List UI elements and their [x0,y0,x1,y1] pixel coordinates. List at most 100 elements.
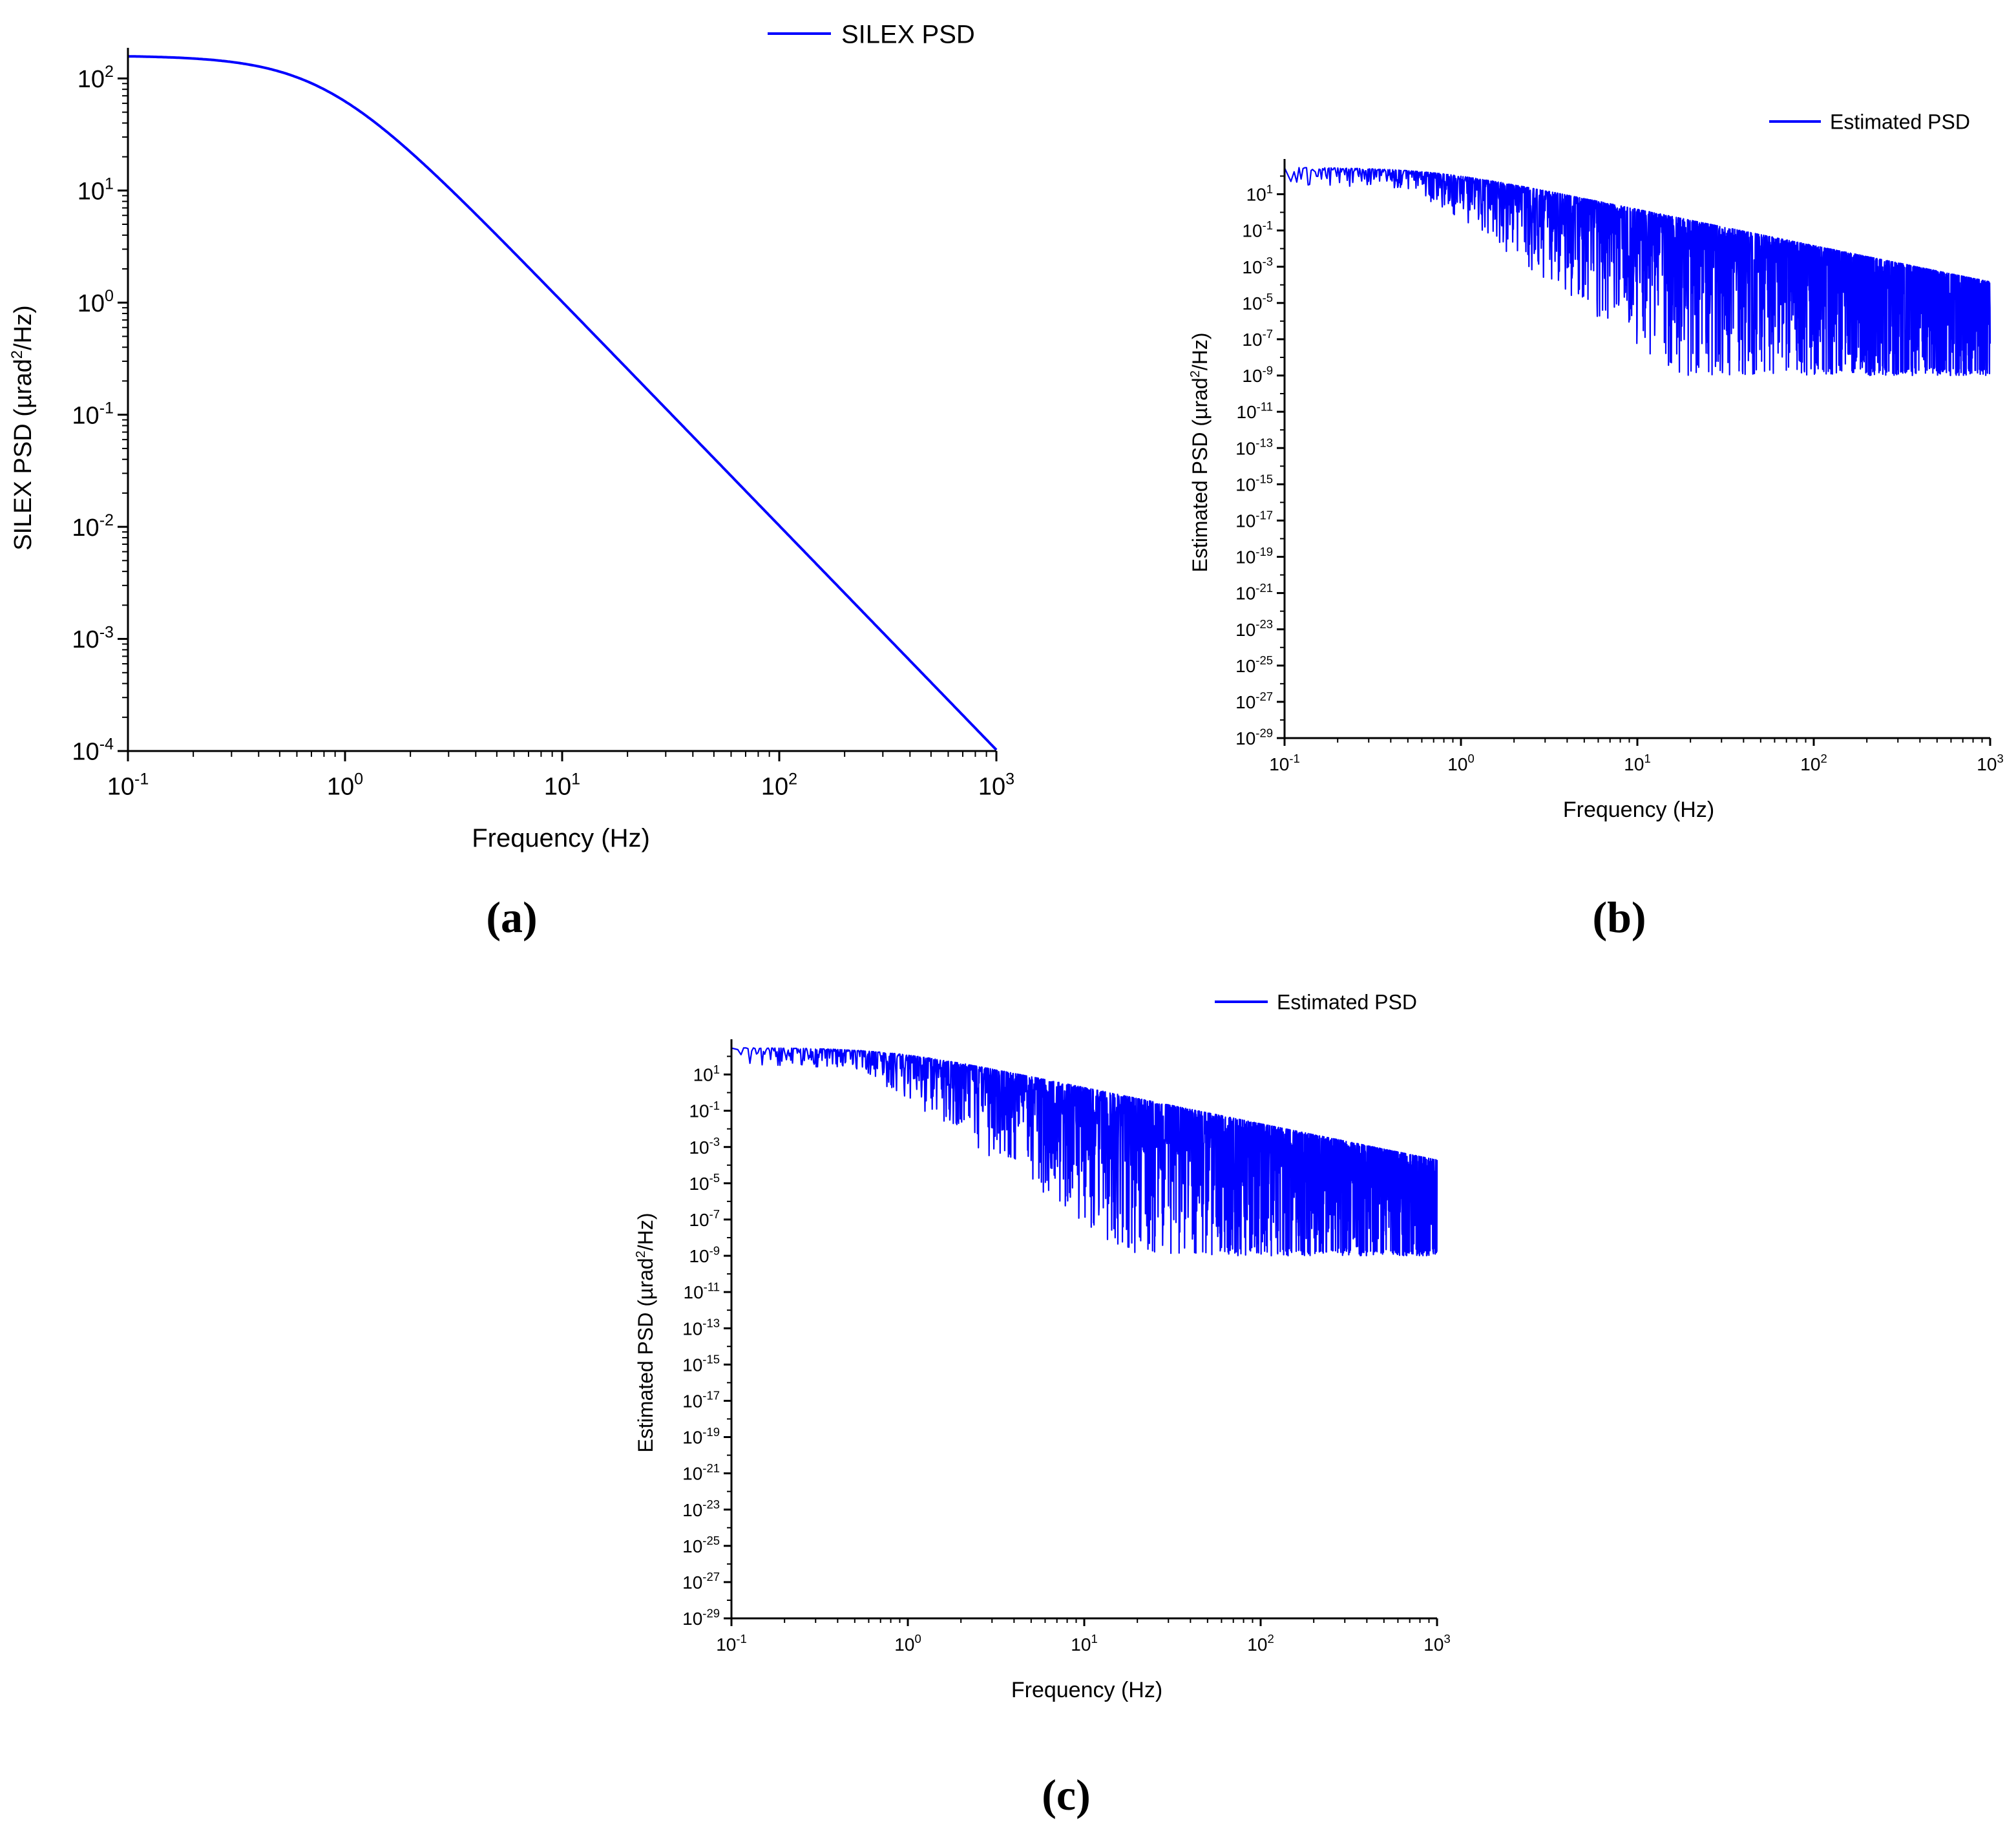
tick-label-base: 10 [682,1355,702,1375]
y-tick-label: 10-27 [1235,690,1273,712]
y-tick-label: 100 [78,287,114,317]
y-tick-label: 10-11 [1237,399,1273,422]
tick-label-base: 10 [682,1609,702,1629]
tick-label-exponent: -27 [702,1570,720,1583]
x-tick-label: 102 [761,770,797,800]
series-line-1 [1284,167,1991,377]
tick-label-base: 10 [689,1246,709,1266]
tick-label-exponent: 0 [914,1632,921,1646]
y-tick-label: 10-2 [72,511,114,542]
y-tick-label: 10-5 [1242,291,1273,313]
x-tick-label: 103 [1977,752,2003,774]
tick-label-exponent: -27 [1255,690,1273,703]
tick-label-exponent: -21 [702,1461,720,1475]
svg-text:Estimated PSD (µrad2/Hz): Estimated PSD (µrad2/Hz) [634,1213,657,1453]
legend-label: Estimated PSD [1277,991,1417,1014]
tick-label-exponent: -13 [1255,436,1273,450]
tick-label-base: 10 [1235,547,1255,567]
series-line-1 [731,1047,1438,1256]
y-axis-title-suffix: /Hz) [634,1213,657,1251]
tick-label-base: 10 [693,1065,713,1085]
y-tick-label: 10-21 [1235,581,1273,604]
y-tick-label: 10-1 [689,1099,720,1121]
tick-label-exponent: -13 [702,1317,720,1330]
y-axis-title-sup: 2 [634,1251,648,1258]
tick-label-base: 10 [978,773,1005,800]
y-axis-title-text: SILEX PSD (µrad [10,359,37,550]
tick-label-exponent: -11 [1257,399,1273,413]
tick-label-base: 10 [1447,754,1467,774]
x-tick-label: 10-1 [1269,752,1300,774]
tick-label-base: 10 [1235,620,1255,640]
x-axis-title: Frequency (Hz) [472,824,650,852]
svg-text:SILEX PSD (µrad2/Hz): SILEX PSD (µrad2/Hz) [8,305,37,550]
tick-label-base: 10 [1242,293,1262,313]
y-tick-label: 101 [693,1063,720,1085]
tick-label-base: 10 [72,626,99,653]
x-tick-label: 101 [1624,752,1650,774]
panel-caption-a: (a) [486,893,537,942]
y-tick-label: 101 [1246,182,1273,205]
x-tick-label: 102 [1247,1632,1274,1655]
tick-label-base: 10 [1235,692,1255,712]
legend-label: Estimated PSD [1830,111,1970,134]
tick-label-exponent: -7 [1263,327,1273,341]
x-tick-label: 100 [327,770,363,800]
tick-label-exponent: 3 [1444,1632,1450,1646]
tick-label-base: 10 [689,1210,709,1230]
tick-label-base: 10 [682,1500,702,1520]
tick-label-base: 10 [544,773,571,800]
y-tick-label: 10-3 [1242,255,1273,277]
tick-label-exponent: -1 [134,770,149,788]
y-tick-label: 10-17 [682,1389,720,1412]
tick-label-exponent: -15 [702,1353,720,1366]
tick-label-base: 10 [1235,474,1255,494]
tick-label-exponent: -5 [1263,291,1273,304]
tick-label-base: 10 [1235,728,1255,748]
tick-label-exponent: 2 [1267,1632,1274,1646]
tick-label-base: 10 [1977,754,1997,774]
tick-label-base: 10 [78,178,105,205]
y-tick-label: 10-17 [1235,509,1273,531]
tick-label-base: 10 [761,773,788,800]
tick-label-base: 10 [1242,330,1262,350]
tick-label-exponent: -25 [702,1534,720,1547]
tick-label-base: 10 [107,773,134,800]
tick-label-exponent: -19 [702,1425,720,1439]
tick-label-exponent: -17 [702,1389,720,1402]
tick-label-exponent: -5 [709,1171,720,1185]
y-axis-title: Estimated PSD (µrad2/Hz) [1188,333,1212,573]
tick-label-exponent: 1 [1266,182,1273,196]
tick-label-base: 10 [327,773,354,800]
tick-label-exponent: -3 [709,1135,720,1148]
tick-label-base: 10 [682,1464,702,1484]
tick-label-base: 10 [689,1138,709,1158]
y-axis-title-text: Estimated PSD (µrad [634,1258,657,1452]
tick-label-base: 10 [682,1572,702,1593]
tick-label-exponent: 0 [105,287,114,305]
y-tick-label: 10-11 [684,1280,720,1302]
tick-label-exponent: -4 [100,736,114,754]
svg-text:Estimated PSD (µrad2/Hz): Estimated PSD (µrad2/Hz) [1188,333,1212,573]
tick-label-base: 10 [1242,366,1262,386]
tick-label-exponent: 1 [1091,1632,1097,1646]
y-tick-label: 10-23 [682,1498,720,1520]
tick-label-base: 10 [682,1428,702,1448]
tick-label-exponent: -9 [709,1244,720,1257]
series-line-1 [127,55,998,751]
y-tick-label: 10-1 [72,399,114,429]
tick-label-base: 10 [72,402,99,429]
tick-label-exponent: -2 [100,511,114,529]
y-tick-label: 10-3 [689,1135,720,1158]
legend-label: SILEX PSD [841,20,975,48]
tick-label-exponent: 1 [105,175,114,193]
tick-label-exponent: 3 [1997,752,2003,765]
chart-a: SILEX PSD (µrad2/Hz) Frequency (Hz) (a) … [8,20,1014,942]
tick-label-exponent: -23 [1255,617,1273,631]
tick-label-exponent: -29 [702,1606,720,1620]
tick-label-exponent: 1 [713,1063,720,1076]
x-tick-label: 101 [1071,1632,1097,1655]
y-tick-label: 10-29 [682,1606,720,1629]
tick-label-exponent: -11 [704,1280,720,1293]
y-tick-label: 10-23 [1235,617,1273,640]
